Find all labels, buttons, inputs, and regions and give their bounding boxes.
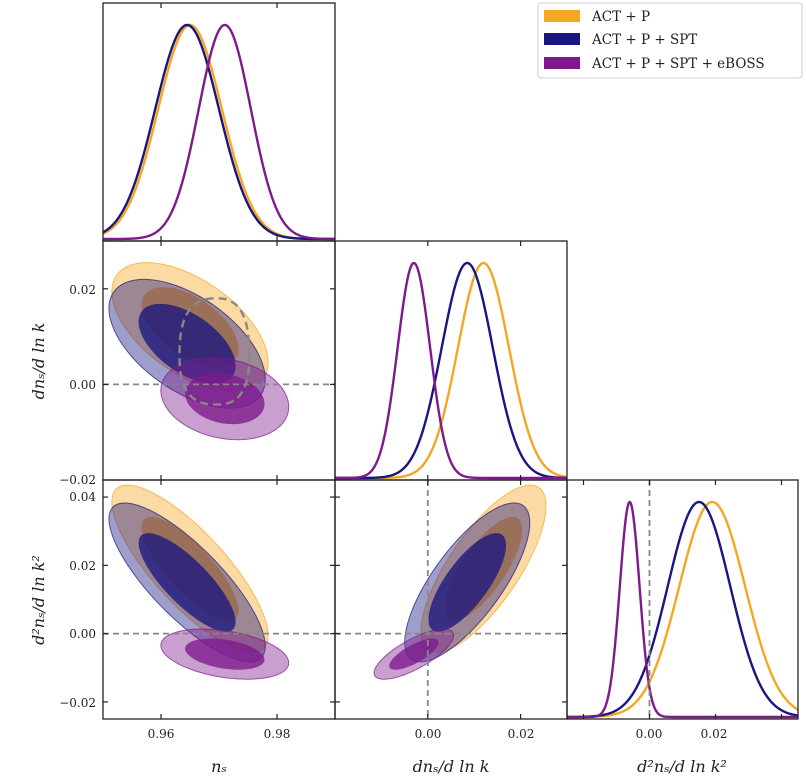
x-tick-label: 0.02 <box>508 727 535 741</box>
contour-68-act-p-spt <box>138 533 236 632</box>
y-axis-label-dns: dnₛ/d ln k <box>29 323 48 400</box>
x-tick-label: 0.00 <box>636 727 663 741</box>
y-tick-label: −0.02 <box>59 696 96 710</box>
posterior-curve-act-p-spt <box>103 23 335 241</box>
legend-label: ACT + P + SPT + eBOSS <box>591 56 765 72</box>
panel-frame <box>102 2 336 242</box>
y-tick-label: 0.02 <box>69 283 96 297</box>
legend-frame <box>537 2 803 79</box>
x-tick-label: 0.02 <box>701 727 728 741</box>
y-tick-label: 0.00 <box>69 378 96 392</box>
contour-68-act-p-spt <box>138 303 236 384</box>
posterior-curve-act-p <box>335 261 567 480</box>
dashed-reference-contour <box>178 297 251 406</box>
contour-68-act-p-spt-eboss <box>389 638 439 670</box>
axis-ticks <box>103 3 783 719</box>
posterior-curve-act-p <box>567 500 798 719</box>
posterior-curve-act-p-spt <box>335 261 567 480</box>
posterior-curve-act-p-spt-eboss <box>567 500 798 719</box>
posterior-curve-act-p <box>103 23 335 241</box>
legend: ACT + P ACT + P + SPT ACT + P + SPT + eB… <box>537 2 803 79</box>
legend-swatch <box>544 57 580 69</box>
legend-swatch <box>544 33 580 45</box>
x-tick-label: 0.00 <box>415 727 442 741</box>
panel-ns-vs-dns <box>103 262 335 441</box>
contour-68-act-p-spt-eboss <box>185 638 265 670</box>
panel-ns-posterior <box>103 23 335 241</box>
y-tick-label: 0.02 <box>69 559 96 573</box>
legend-label: ACT + P <box>591 9 650 25</box>
x-axis-label-dns: dnₛ/d ln k <box>413 757 490 776</box>
panel-ns-vs-d2ns <box>103 484 335 680</box>
panel-dns-vs-d2ns <box>335 480 567 719</box>
x-axis-label-d2ns: d²nₛ/d ln k² <box>637 757 727 776</box>
panel-frames <box>102 2 799 720</box>
y-tick-label: 0.04 <box>69 490 96 504</box>
x-tick-label: 0.96 <box>148 727 175 741</box>
posterior-curve-act-p-spt-eboss <box>103 23 335 241</box>
legend-label: ACT + P + SPT <box>591 32 697 48</box>
panel-frame <box>566 479 799 720</box>
y-tick-label: −0.02 <box>59 473 96 487</box>
panel-d2ns-posterior <box>567 480 798 719</box>
x-tick-label: 0.98 <box>264 727 291 741</box>
legend-swatch <box>544 10 580 22</box>
y-tick-label: 0.00 <box>69 627 96 641</box>
contour-68-act-p-spt <box>428 533 507 632</box>
x-axis-label-ns: nₛ <box>211 757 227 776</box>
y-axis-label-d2ns: d²nₛ/d ln k² <box>29 555 48 645</box>
posterior-curve-act-p-spt-eboss <box>335 261 567 480</box>
posterior-curve-act-p-spt <box>567 500 798 719</box>
panel-dns-posterior <box>335 261 567 480</box>
